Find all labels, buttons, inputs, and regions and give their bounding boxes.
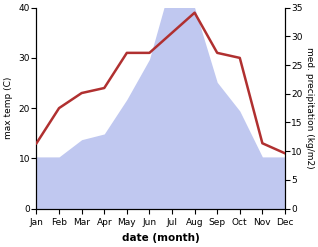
Y-axis label: med. precipitation (kg/m2): med. precipitation (kg/m2)	[305, 47, 314, 169]
X-axis label: date (month): date (month)	[122, 233, 200, 243]
Y-axis label: max temp (C): max temp (C)	[4, 77, 13, 139]
